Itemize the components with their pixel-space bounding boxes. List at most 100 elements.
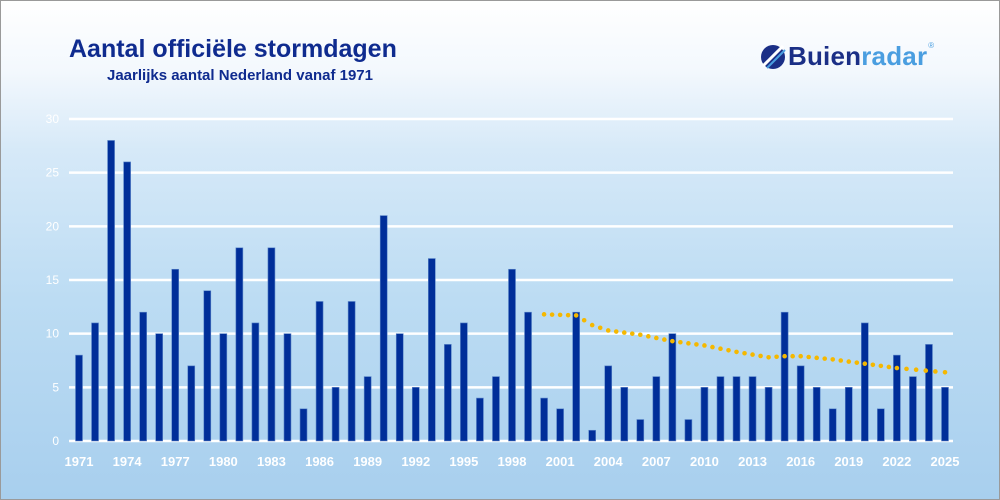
- buienradar-logo-icon: [761, 44, 786, 69]
- trend-dot: [913, 367, 919, 373]
- bar-2022: [893, 354, 901, 442]
- bar-1994: [444, 344, 452, 442]
- bar-2010: [700, 387, 709, 442]
- y-axis-ticks: 0 5 10 15 20 25 30: [46, 112, 60, 448]
- bar-1991: [395, 333, 404, 442]
- buienradar-logo: Buienradar ®: [758, 41, 934, 72]
- bar-1990: [379, 215, 388, 442]
- trend-dot: [766, 354, 771, 360]
- trend-dot: [923, 368, 929, 373]
- trend-dot: [646, 334, 651, 339]
- x-tick-label: 1986: [305, 454, 334, 469]
- bar-1988: [347, 301, 356, 442]
- bar-2024: [925, 344, 933, 442]
- bar-1998: [508, 268, 516, 442]
- bar-2013: [748, 376, 757, 442]
- y-tick-label: 20: [46, 219, 60, 233]
- bar-2016: [796, 365, 805, 442]
- bar-1977: [171, 268, 180, 442]
- trend-dot: [750, 352, 755, 357]
- logo-text-accent: radar: [861, 41, 928, 71]
- trend-dot: [742, 350, 747, 356]
- logo-text: Buienradar: [788, 41, 927, 72]
- bar-2004: [604, 365, 613, 442]
- bar-1980: [219, 333, 228, 442]
- trend-dot: [886, 364, 892, 370]
- bar-1989: [363, 376, 372, 442]
- trend-dot: [758, 353, 763, 359]
- trend-dot: [774, 354, 779, 360]
- y-tick-label: 30: [46, 112, 60, 126]
- bar-1999: [524, 311, 532, 442]
- trend-dot: [798, 353, 803, 359]
- trend-dot: [878, 363, 884, 369]
- bar-1978: [187, 365, 196, 442]
- trend-dot: [782, 353, 787, 359]
- x-tick-label: 1989: [353, 454, 382, 469]
- x-tick-label: 2019: [834, 454, 863, 469]
- trend-dot: [870, 362, 876, 368]
- trend-dot: [718, 346, 723, 351]
- trend-dot: [806, 354, 811, 360]
- bar-2020: [861, 322, 869, 442]
- x-tick-label: 1980: [209, 454, 238, 469]
- trend-line: [541, 312, 948, 375]
- x-tick-label: 2016: [786, 454, 815, 469]
- bar-2012: [732, 376, 741, 442]
- bar-1974: [123, 161, 131, 442]
- bar-2021: [877, 408, 885, 442]
- bar-1986: [315, 301, 324, 442]
- bar-1996: [476, 397, 484, 442]
- trend-dot: [942, 370, 948, 375]
- bar-1972: [91, 322, 99, 442]
- trend-dot: [862, 361, 868, 367]
- trend-dot: [621, 330, 627, 335]
- trend-dot: [613, 329, 619, 334]
- bar-2018: [828, 408, 837, 442]
- gridlines: [69, 117, 953, 443]
- bar-2003: [588, 429, 596, 442]
- logo-text-main: Buien: [788, 41, 862, 71]
- bar-1982: [251, 322, 260, 442]
- bar-2006: [636, 419, 645, 442]
- logo-registered-mark: ®: [928, 41, 935, 50]
- y-tick-label: 5: [52, 380, 59, 394]
- trend-dot: [557, 312, 563, 318]
- x-tick-label: 2025: [931, 454, 960, 469]
- bar-1984: [283, 333, 292, 442]
- trend-dot: [904, 366, 909, 372]
- trend-dot: [846, 359, 852, 364]
- bar-1975: [139, 311, 147, 442]
- bar-2005: [620, 387, 629, 442]
- trend-dot: [541, 312, 547, 317]
- trend-dot: [589, 322, 595, 328]
- bar-2025: [941, 387, 949, 442]
- trend-dot: [814, 355, 820, 361]
- trend-dot: [790, 353, 795, 359]
- y-tick-label: 25: [46, 166, 60, 180]
- trend-dot: [726, 348, 731, 353]
- trend-dot: [662, 337, 667, 342]
- trend-dot: [581, 317, 587, 323]
- x-tick-label: 1995: [449, 454, 478, 469]
- trend-dot: [686, 341, 691, 346]
- chart-title: Aantal officiële stormdagen: [69, 35, 397, 63]
- bar-2000: [540, 397, 548, 442]
- bar-1995: [460, 322, 468, 442]
- y-tick-label: 15: [46, 273, 60, 287]
- bar-1983: [267, 247, 276, 442]
- trend-dot: [710, 344, 715, 350]
- bar-2001: [556, 408, 564, 442]
- bar-2002: [572, 311, 580, 442]
- x-tick-label: 2004: [594, 454, 624, 469]
- x-tick-label: 1992: [401, 454, 430, 469]
- x-tick-label: 1983: [257, 454, 286, 469]
- x-tick-label: 2010: [690, 454, 719, 469]
- bar-2008: [668, 333, 677, 442]
- bar-2015: [780, 311, 789, 442]
- bar-2017: [812, 387, 821, 442]
- trend-dot: [933, 369, 938, 374]
- chart-subtitle: Jaarlijks aantal Nederland vanaf 1971: [107, 67, 373, 84]
- x-tick-label: 1971: [65, 454, 94, 469]
- bar-1987: [331, 387, 340, 442]
